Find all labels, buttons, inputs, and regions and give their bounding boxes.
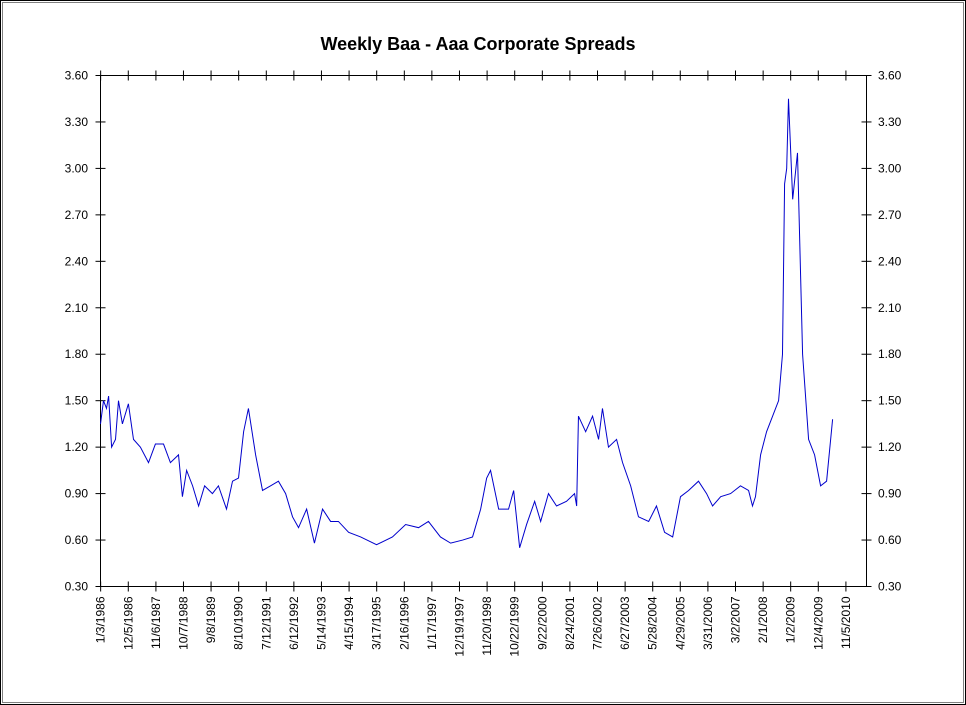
x-tick-label: 7/12/1991 — [259, 596, 273, 650]
y2-tick-label: 1.50 — [878, 394, 902, 408]
x-tick-label: 4/15/1994 — [342, 596, 356, 650]
x-tick-label: 7/26/2002 — [590, 596, 604, 650]
x-tick-label: 10/7/1988 — [176, 596, 190, 650]
y2-tick-label: 1.80 — [878, 347, 902, 361]
y-tick-label: 0.90 — [65, 487, 89, 501]
x-tick-label: 11/6/1987 — [149, 596, 163, 649]
y-tick-label: 0.60 — [65, 533, 89, 547]
x-tick-label: 4/29/2005 — [673, 596, 687, 650]
x-tick-label: 11/20/1998 — [480, 596, 494, 655]
y2-tick-label: 3.60 — [878, 69, 902, 83]
y-tick-label: 3.60 — [65, 69, 89, 83]
x-tick-label: 1/17/1997 — [425, 596, 439, 650]
x-tick-label: 12/5/1986 — [121, 596, 135, 650]
y-tick-label: 2.10 — [65, 301, 89, 315]
y-tick-label: 3.30 — [65, 115, 89, 129]
x-tick-label: 6/27/2003 — [618, 596, 632, 650]
x-tick-label: 6/12/1992 — [287, 596, 301, 650]
y2-tick-label: 0.90 — [878, 487, 902, 501]
x-tick-label: 9/8/1989 — [204, 596, 218, 643]
chart-title: Weekly Baa - Aaa Corporate Spreads — [320, 34, 635, 54]
x-tick-label: 11/5/2010 — [839, 596, 853, 649]
x-tick-label: 3/17/1995 — [370, 596, 384, 650]
y2-tick-label: 1.20 — [878, 440, 902, 454]
x-tick-label: 1/3/1986 — [94, 596, 108, 643]
x-tick-label: 12/4/2009 — [811, 596, 825, 650]
x-tick-label: 12/19/1997 — [452, 596, 466, 656]
y2-tick-label: 2.10 — [878, 301, 902, 315]
y2-tick-label: 3.30 — [878, 115, 902, 129]
y2-tick-label: 2.70 — [878, 208, 902, 222]
x-tick-label: 8/10/1990 — [232, 596, 246, 650]
y-tick-label: 1.20 — [65, 440, 89, 454]
y2-tick-label: 0.30 — [878, 580, 902, 594]
y-tick-label: 2.40 — [65, 254, 89, 268]
y2-tick-label: 0.60 — [878, 533, 902, 547]
x-tick-label: 2/16/1996 — [397, 596, 411, 650]
x-tick-label: 5/14/1993 — [314, 596, 328, 650]
data-line — [100, 98, 834, 548]
y-tick-label: 2.70 — [65, 208, 89, 222]
x-tick-label: 1/2/2009 — [784, 596, 798, 643]
x-tick-label: 3/31/2006 — [701, 596, 715, 650]
plot-area — [100, 75, 867, 587]
x-tick-label: 5/28/2004 — [646, 596, 660, 650]
y-tick-label: 3.00 — [65, 161, 89, 175]
x-tick-label: 8/24/2001 — [563, 596, 577, 650]
x-tick-label: 9/22/2000 — [535, 596, 549, 650]
y2-tick-label: 3.00 — [878, 161, 902, 175]
y2-tick-label: 2.40 — [878, 254, 902, 268]
y-tick-label: 0.30 — [65, 580, 89, 594]
y-tick-label: 1.50 — [65, 394, 89, 408]
x-tick-label: 10/22/1999 — [508, 596, 522, 656]
x-tick-label: 3/2/2007 — [729, 596, 743, 643]
y-tick-label: 1.80 — [65, 347, 89, 361]
x-tick-label: 2/1/2008 — [756, 596, 770, 643]
